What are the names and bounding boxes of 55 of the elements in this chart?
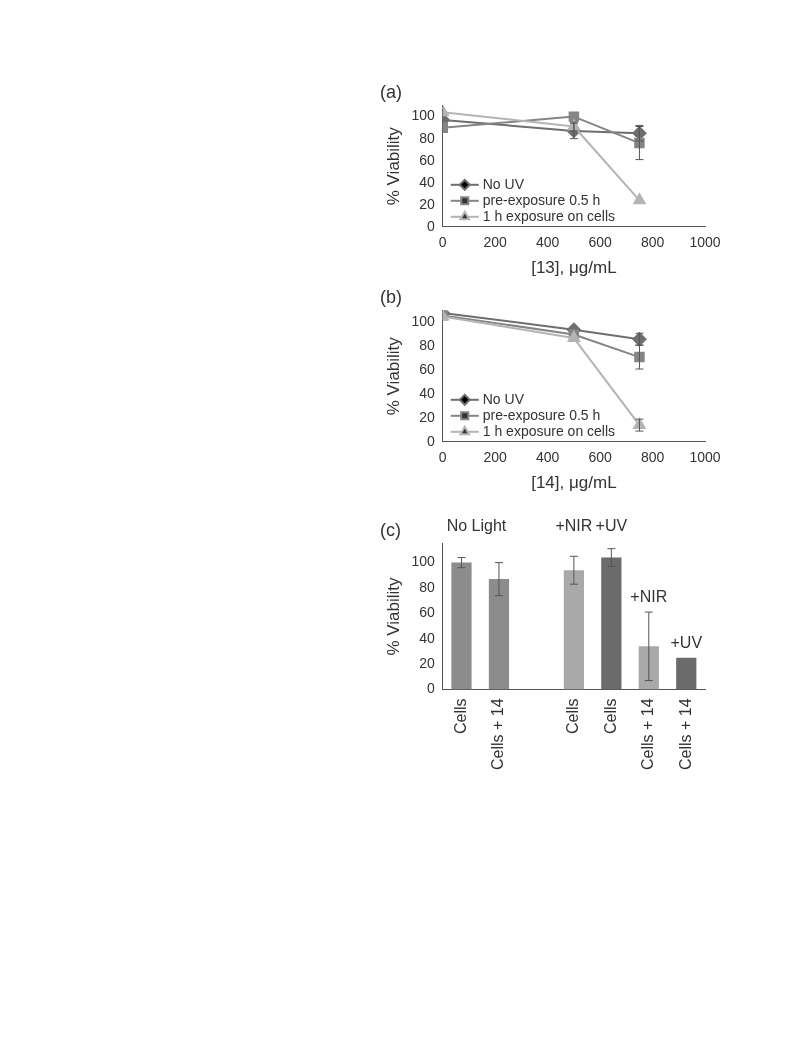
- x-tick-label: Cells: [451, 698, 469, 734]
- legend-label: No UV: [482, 390, 525, 407]
- y-tick-label: 0: [426, 217, 435, 234]
- annotation: +NIR: [630, 588, 668, 606]
- text: +UV: [595, 517, 628, 535]
- y-tick-label: 40: [419, 384, 435, 401]
- chart-title: (c): [380, 519, 401, 540]
- y-tick-label: 80: [419, 129, 435, 146]
- x-tick-label: Cells: [564, 698, 582, 734]
- x-tick-label: 0: [438, 449, 447, 466]
- legend-label: No UV: [482, 175, 525, 192]
- y-tick-label: 0: [426, 432, 435, 449]
- y-tick-label: 100: [411, 313, 435, 330]
- x-tick-label: Cells + 14: [676, 698, 694, 770]
- chart-title: (b): [380, 286, 402, 307]
- text: No Light: [446, 517, 507, 535]
- y-tick-label: 40: [419, 629, 435, 646]
- x-tick-label: 400: [535, 449, 560, 466]
- legend-label: pre-exposure 0.5 h: [482, 406, 601, 423]
- x-tick-label: 600: [588, 234, 612, 251]
- x-tick-label: 400: [535, 234, 560, 251]
- legend-label: 1 h exposure on cells: [482, 422, 616, 439]
- y-tick-label: 0: [426, 680, 435, 697]
- chart-title: (a): [380, 81, 402, 102]
- y-tick-label: 100: [411, 107, 435, 124]
- x-tick-label: 600: [588, 449, 612, 466]
- x-tick-label: 200: [483, 449, 508, 466]
- x-axis-title: [14], μg/mL: [531, 473, 617, 493]
- x-tick-label: Cells + 14: [489, 698, 507, 770]
- x-tick-label: 800: [640, 449, 665, 466]
- y-axis-title: % Viability: [383, 126, 403, 206]
- y-tick-label: 20: [419, 408, 435, 425]
- y-axis-title: % Viability: [383, 336, 403, 416]
- y-tick-label: 20: [419, 654, 435, 671]
- y-tick-label: 60: [419, 151, 435, 168]
- x-tick-label: 1000: [689, 449, 721, 466]
- legend-label: pre-exposure 0.5 h: [482, 191, 601, 208]
- x-axis-title: [13], μg/mL: [531, 258, 617, 278]
- x-tick-label: 200: [483, 234, 508, 251]
- text: +NIR: [555, 517, 593, 535]
- annotation: +UV: [670, 633, 703, 651]
- x-tick-label: 0: [438, 234, 447, 251]
- legend-label: 1 h exposure on cells: [482, 207, 616, 224]
- x-tick-label: Cells: [601, 698, 619, 734]
- y-tick-label: 80: [419, 578, 435, 595]
- y-tick-label: 20: [419, 195, 435, 212]
- y-tick-label: 100: [411, 553, 435, 570]
- x-tick-label: 800: [640, 234, 665, 251]
- x-tick-label: Cells + 14: [639, 698, 657, 770]
- x-tick-label: 1000: [689, 234, 721, 251]
- y-tick-label: 40: [419, 173, 435, 190]
- y-tick-label: 60: [419, 604, 435, 621]
- y-axis-title: % Viability: [383, 576, 403, 656]
- y-tick-label: 60: [419, 361, 435, 378]
- y-tick-label: 80: [419, 337, 435, 354]
